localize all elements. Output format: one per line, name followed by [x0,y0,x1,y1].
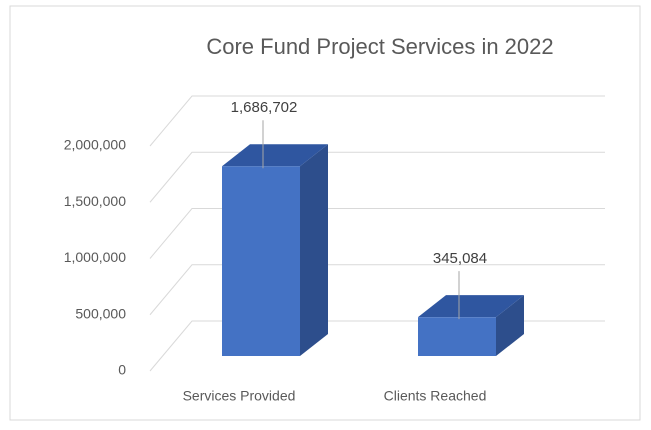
grid-line [149,264,605,316]
data-label: 1,686,702 [231,99,298,116]
bar [222,166,300,356]
y-tick-label: 500,000 [75,305,126,321]
data-label: 345,084 [433,250,487,267]
grid-line [149,208,605,259]
bar-side [496,295,524,356]
y-tick-label: 1,000,000 [64,249,126,265]
y-tick-label: 0 [118,362,126,378]
x-tick-label: Clients Reached [384,388,487,404]
bar [418,317,496,356]
y-tick-label: 1,500,000 [64,193,126,209]
chart-title: Core Fund Project Services in 2022 [206,34,553,59]
grid-line [149,95,605,147]
bar-side [300,144,328,356]
x-tick-label: Services Provided [183,388,296,404]
grid-line [149,151,605,203]
y-tick-label: 2,000,000 [64,137,126,153]
bar-top [222,144,328,167]
bar-top [418,295,524,318]
